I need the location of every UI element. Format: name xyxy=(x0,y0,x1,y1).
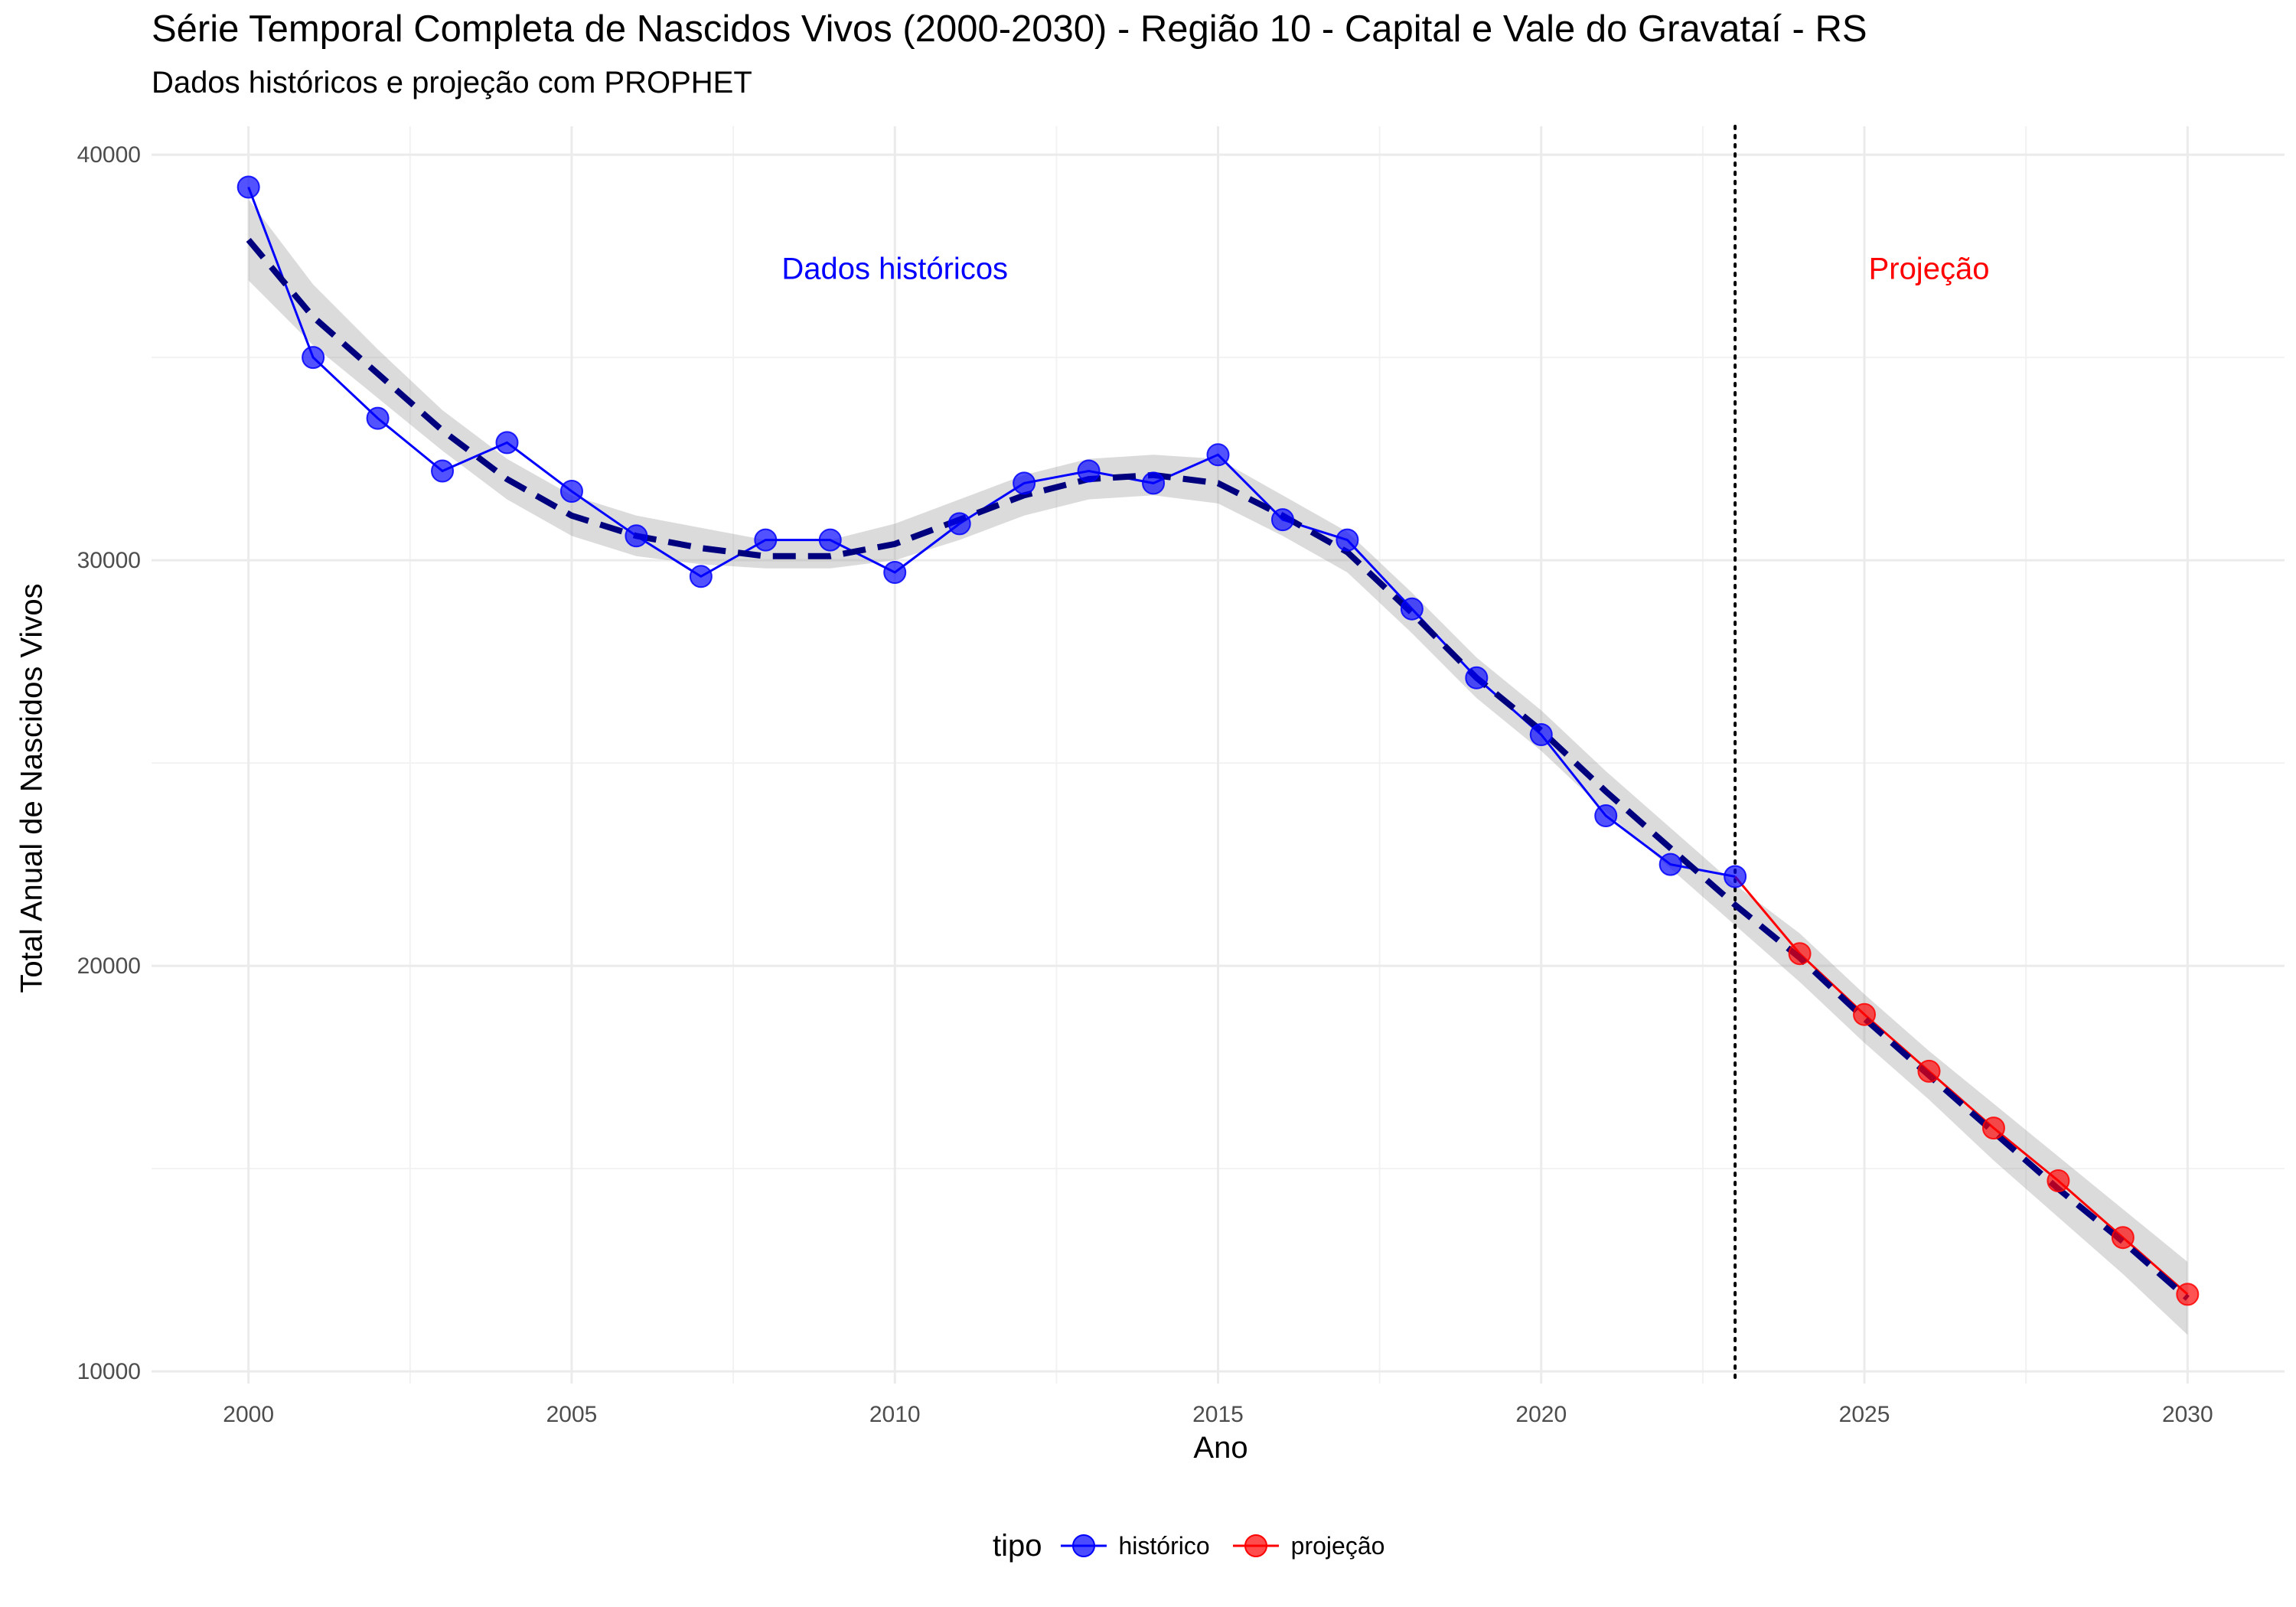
x-tick-label: 2005 xyxy=(546,1402,598,1427)
data-point-historico xyxy=(1724,865,1747,888)
legend-key-historico xyxy=(1060,1534,1107,1557)
y-tick-label: 20000 xyxy=(77,953,141,979)
x-tick-label: 2030 xyxy=(2162,1402,2213,1427)
data-point-projecao xyxy=(1788,942,1812,966)
legend-item-historico: histórico xyxy=(1059,1530,1210,1561)
annotation-historical: Dados históricos xyxy=(781,253,1008,286)
data-point-historico xyxy=(689,565,713,588)
data-point-historico xyxy=(366,406,390,430)
annotation-projection: Projeção xyxy=(1869,253,1990,286)
data-point-historico xyxy=(947,512,971,536)
y-tick-label: 30000 xyxy=(77,548,141,573)
legend-title: tipo xyxy=(993,1528,1042,1563)
data-point-projecao xyxy=(1981,1116,2005,1140)
x-tick-label: 2000 xyxy=(223,1402,274,1427)
trend-line xyxy=(246,237,2190,1301)
data-point-historico xyxy=(1529,723,1553,746)
data-point-historico xyxy=(1142,471,1166,495)
data-point-historico xyxy=(883,561,907,584)
legend-label-historico: histórico xyxy=(1118,1531,1210,1560)
legend-key-projecao xyxy=(1232,1534,1279,1557)
data-point-historico xyxy=(236,175,260,199)
data-point-projecao xyxy=(2111,1226,2135,1250)
data-point-historico xyxy=(1270,508,1294,532)
data-point-historico xyxy=(1077,459,1101,483)
data-point-historico xyxy=(1400,597,1424,621)
y-tick-label: 10000 xyxy=(77,1359,141,1384)
x-tick-label: 2025 xyxy=(1839,1402,1890,1427)
x-tick-label: 2015 xyxy=(1192,1402,1244,1427)
data-point-historico xyxy=(1013,471,1036,495)
legend-item-projecao: projeção xyxy=(1231,1530,1385,1561)
y-tick-label: 40000 xyxy=(77,142,141,168)
data-point-historico xyxy=(1658,852,1682,876)
data-point-historico xyxy=(754,528,778,552)
x-tick-label: 2020 xyxy=(1515,1402,1567,1427)
data-point-historico xyxy=(1206,443,1230,467)
data-point-projecao xyxy=(2047,1169,2070,1192)
data-point-historico xyxy=(302,346,325,370)
data-point-historico xyxy=(495,431,519,455)
data-point-projecao xyxy=(1853,1002,1877,1026)
data-point-historico xyxy=(625,524,648,548)
data-point-historico xyxy=(1465,666,1489,689)
chart-subtitle: Dados históricos e projeção com PROPHET xyxy=(152,66,752,99)
x-axis-label: Ano xyxy=(1193,1431,1248,1465)
x-tick-label: 2010 xyxy=(869,1402,921,1427)
y-axis-label: Total Anual de Nascidos Vivos xyxy=(15,583,49,993)
legend-label-projecao: projeção xyxy=(1290,1531,1385,1560)
data-point-historico xyxy=(818,528,842,552)
series-line-historico xyxy=(247,186,1736,878)
data-point-historico xyxy=(431,459,455,483)
data-point-historico xyxy=(1336,528,1359,552)
legend: tipo histórico projeção xyxy=(993,1523,1406,1569)
data-point-historico xyxy=(1594,804,1618,827)
data-point-projecao xyxy=(1917,1059,1941,1083)
data-point-projecao xyxy=(2176,1283,2200,1306)
chart-title: Série Temporal Completa de Nascidos Vivo… xyxy=(152,8,1867,50)
data-point-historico xyxy=(559,480,583,503)
